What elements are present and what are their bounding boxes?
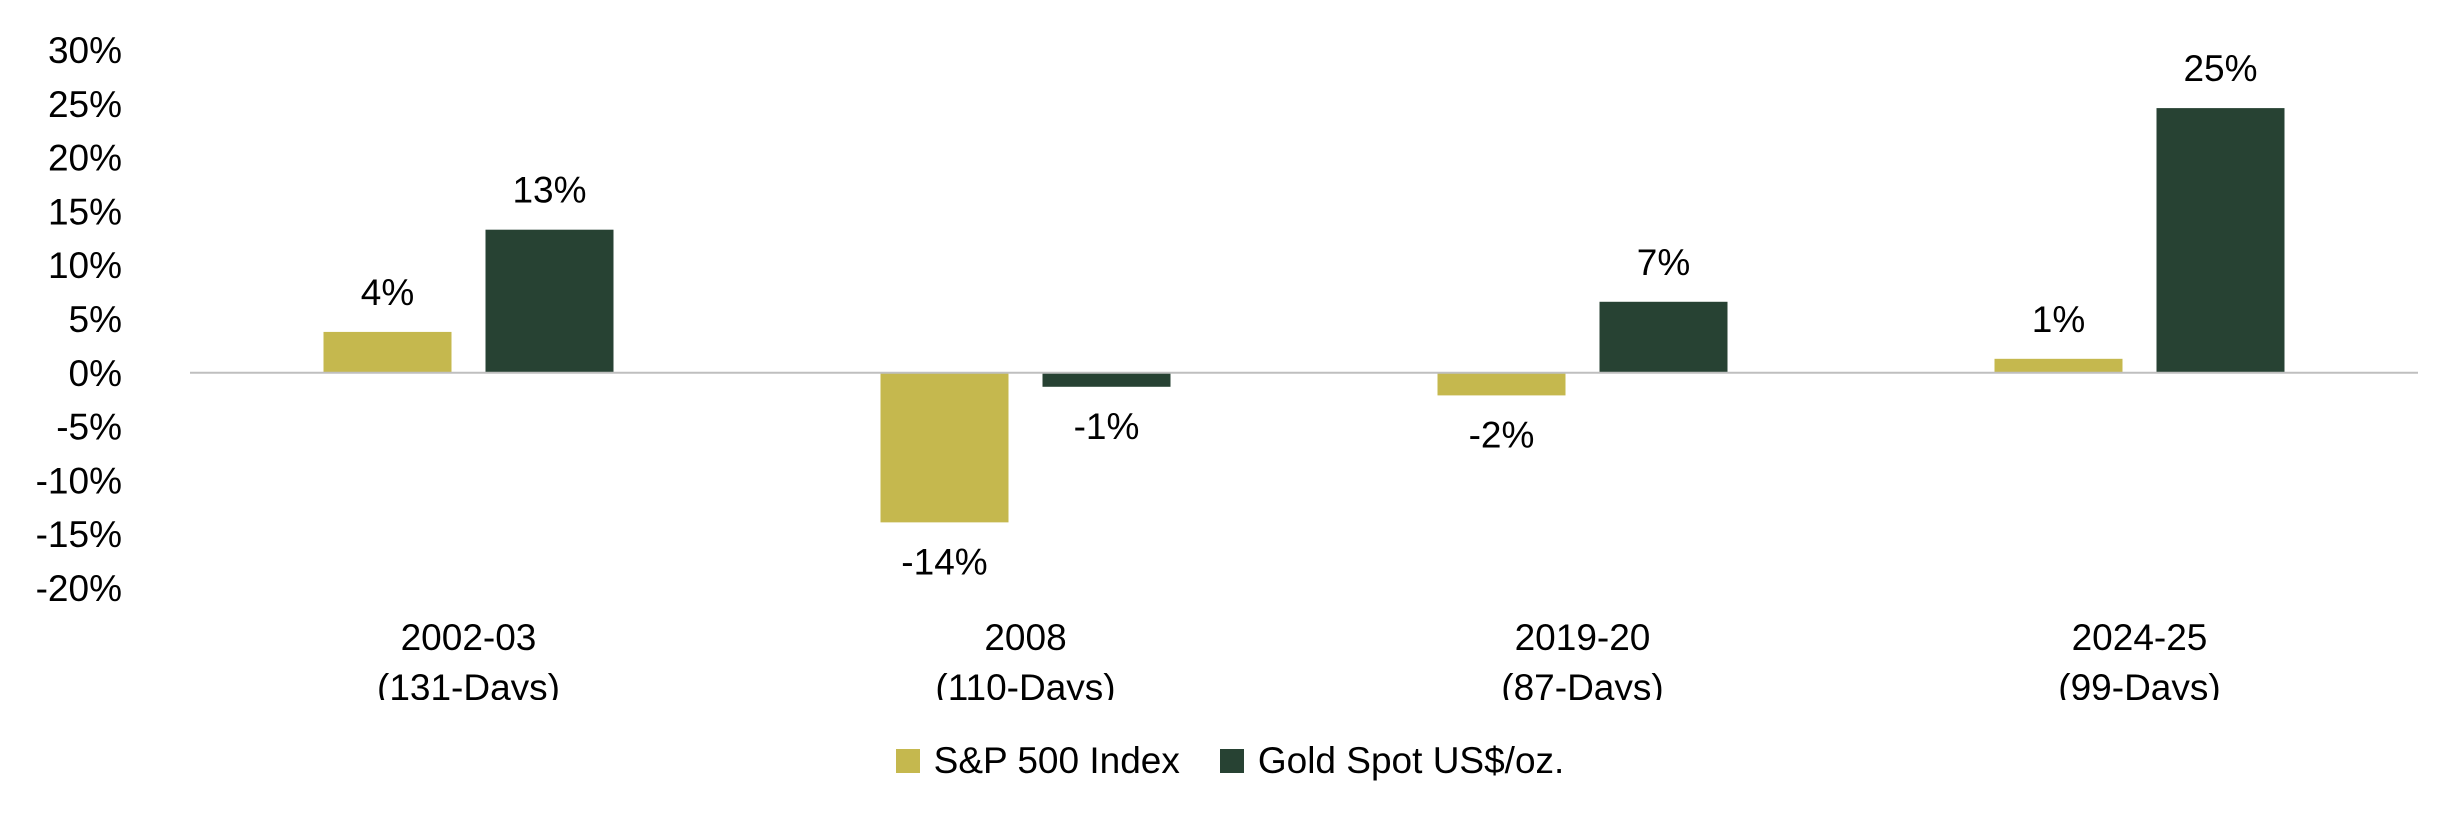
data-label: -1%	[1074, 406, 1140, 447]
bar-sp500-3	[1994, 358, 2123, 373]
x-category-label: (110-Days)	[935, 667, 1115, 700]
bar-gold-3	[2156, 108, 2285, 373]
x-category-label: (87-Days)	[1501, 667, 1663, 700]
x-category-label: (131-Days)	[377, 667, 560, 700]
y-tick-label: 10%	[48, 245, 122, 286]
data-label: -14%	[901, 541, 987, 582]
y-tick-label: -15%	[36, 514, 122, 555]
data-label: 7%	[1637, 242, 1690, 283]
legend-swatch-sp500	[895, 749, 920, 773]
data-label: 1%	[2032, 299, 2085, 340]
bar-sp500-2	[1437, 372, 1566, 396]
y-tick-label: 25%	[48, 84, 122, 125]
data-label: 13%	[512, 170, 586, 211]
x-category-label: 2002-03	[401, 617, 537, 658]
x-category-label: (99-Days)	[2058, 667, 2220, 700]
bar-gold-0	[485, 229, 614, 373]
y-tick-label: -10%	[36, 460, 122, 501]
bar-gold-1	[1042, 372, 1171, 387]
legend-swatch-gold	[1219, 749, 1244, 773]
y-tick-label: 30%	[48, 30, 122, 71]
bar-sp500-0	[323, 331, 452, 373]
legend-label-gold: Gold Spot US$/oz.	[1257, 740, 1565, 781]
x-category-label: 2024-25	[2072, 617, 2208, 658]
y-tick-label: 20%	[48, 138, 122, 179]
data-label: 25%	[2183, 48, 2257, 89]
bar-chart: 30% 25% 20% 15% 10% 5% 0% -5% -10% -15% -20% 4% 13%…	[36, 30, 2418, 700]
x-category-label: 2019-20	[1515, 617, 1651, 658]
y-tick-label: 5%	[69, 299, 122, 340]
y-tick-label: 0%	[69, 353, 122, 394]
legend-item-gold: Gold Spot US$/oz.	[1219, 740, 1565, 782]
y-axis: 30% 25% 20% 15% 10% 5% 0% -5% -10% -15% -20%	[36, 30, 122, 609]
legend-item-sp500: S&P 500 Index	[895, 740, 1180, 782]
bars-group	[323, 108, 2285, 523]
y-tick-label: -20%	[36, 568, 122, 609]
value-labels-group: 4% 13% -14% -1% -2% 7% 1% 25%	[361, 48, 2258, 582]
data-label: -2%	[1469, 414, 1535, 455]
bar-sp500-1	[880, 372, 1009, 523]
x-category-label: 2008	[984, 617, 1066, 658]
x-axis-labels: 2002-03 (131-Days) 2008 (110-Days) 2019-20 (8…	[377, 617, 2221, 700]
bar-gold-2	[1599, 301, 1728, 373]
y-tick-label: 15%	[48, 191, 122, 232]
data-label: 4%	[361, 272, 414, 313]
y-tick-label: -5%	[56, 407, 122, 448]
legend: S&P 500 Index Gold Spot US$/oz.	[0, 740, 2460, 782]
legend-label-sp500: S&P 500 Index	[933, 740, 1180, 781]
